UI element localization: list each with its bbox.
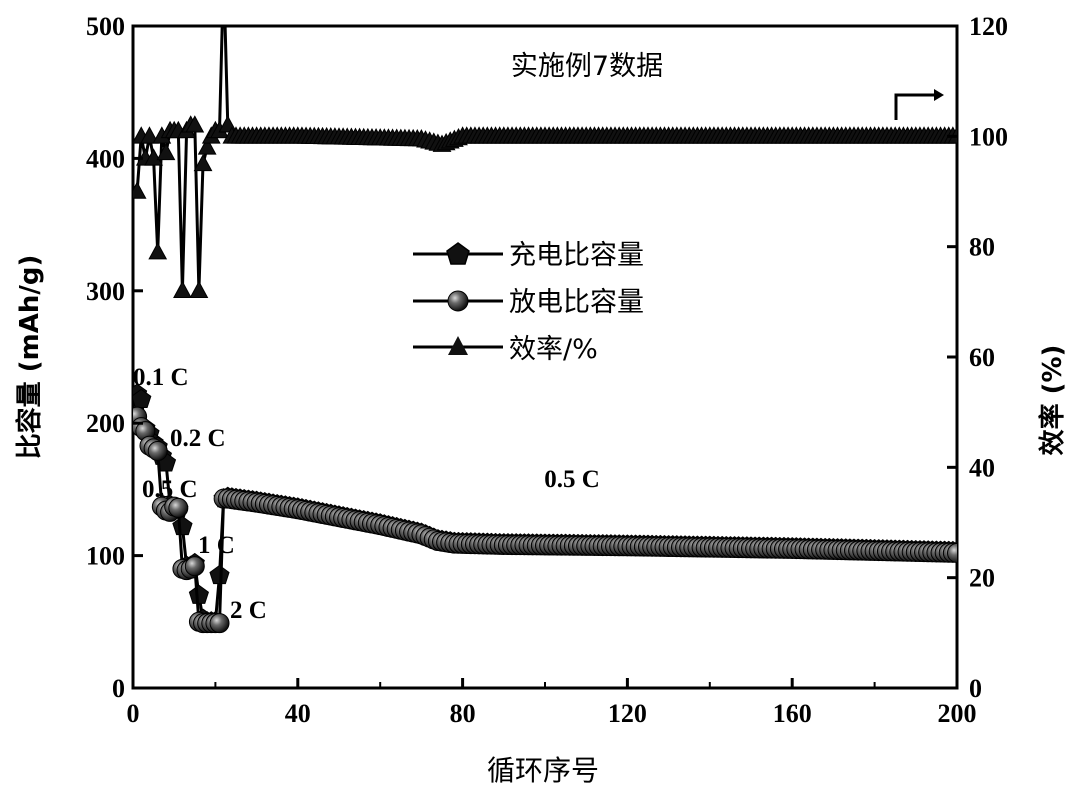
y-left-tick-label: 500: [86, 12, 125, 41]
x-tick-label: 80: [450, 699, 476, 728]
series-circle: [133, 406, 957, 634]
series-triangle: [133, 26, 957, 299]
efficiency-point: [140, 126, 159, 144]
y-right-tick-label: 40: [969, 453, 995, 482]
efficiency-point: [148, 242, 168, 260]
y-left-axis-title: 比容量 (mAh/g): [14, 255, 45, 460]
chart-title: 实施例7数据: [511, 51, 663, 82]
charge-point: [172, 515, 193, 536]
efficiency-point: [133, 181, 147, 199]
y-right-tick-label: 80: [969, 233, 995, 262]
discharge-point: [184, 556, 205, 577]
y-right-tick-label: 20: [969, 564, 995, 593]
svg-text:比容量 (mAh/g): 比容量 (mAh/g): [14, 255, 45, 460]
svg-text:循环序号: 循环序号: [487, 754, 599, 787]
y-left-tick-label: 200: [86, 409, 125, 438]
series-line: [135, 416, 957, 625]
x-tick-label: 0: [127, 699, 140, 728]
svg-text:效率 (%): 效率 (%): [1037, 345, 1068, 456]
annotation-2c: 2 C: [230, 597, 267, 624]
efficiency-point: [193, 153, 213, 172]
svg-text:充电比容量: 充电比容量: [509, 240, 644, 271]
y-left-tick-label: 300: [86, 277, 125, 306]
svg-text:放电比容量: 放电比容量: [509, 287, 644, 318]
efficiency-point: [144, 148, 163, 166]
legend-triangle-marker: [448, 336, 468, 355]
charge-point: [188, 584, 209, 604]
x-tick-label: 160: [773, 699, 812, 728]
y-right-tick-label: 100: [969, 122, 1008, 151]
x-tick-label: 200: [938, 699, 977, 728]
annotation-0-2c: 0.2 C: [170, 425, 226, 452]
y-left-tick-label: 100: [86, 542, 125, 571]
discharge-point: [947, 542, 957, 563]
y-left-tick-label: 400: [86, 144, 125, 173]
y-right-tick-label: 60: [969, 343, 995, 372]
efficiency-point: [173, 280, 192, 299]
efficiency-point: [218, 115, 238, 133]
x-axis-title: 循环序号: [487, 754, 599, 787]
x-tick-label: 120: [608, 699, 647, 728]
right-axis-arrow: [894, 89, 944, 120]
legend: 充电比容量 放电比容量 效率/%: [413, 240, 644, 365]
svg-text:效率/%: 效率/%: [509, 334, 598, 365]
discharge-point: [209, 613, 230, 634]
annotation-0-5c-main: 0.5 C: [544, 466, 600, 493]
legend-item-discharge: 放电比容量: [413, 287, 644, 318]
y-right-axis-title: 效率 (%): [1037, 345, 1068, 456]
legend-item-charge: 充电比容量: [413, 240, 644, 271]
y-right-tick-label: 0: [969, 674, 982, 703]
legend-item-efficiency: 效率/%: [413, 334, 598, 365]
discharge-point: [147, 441, 168, 462]
efficiency-point: [189, 280, 209, 299]
y-right-tick-label: 120: [969, 12, 1008, 41]
x-tick-label: 40: [285, 699, 311, 728]
efficiency-point: [197, 137, 217, 155]
annotation-0-5c-low: 0.5 C: [142, 476, 198, 503]
legend-circle-marker: [447, 290, 469, 312]
efficiency-point: [156, 142, 176, 161]
efficiency-point: [185, 115, 205, 133]
discharge-point: [168, 497, 189, 518]
y-left-tick-label: 0: [112, 674, 125, 703]
annotation-1c: 1 C: [198, 532, 235, 559]
annotation-0-1c: 0.1 C: [133, 364, 189, 391]
legend-pentagon-marker: [446, 242, 470, 265]
